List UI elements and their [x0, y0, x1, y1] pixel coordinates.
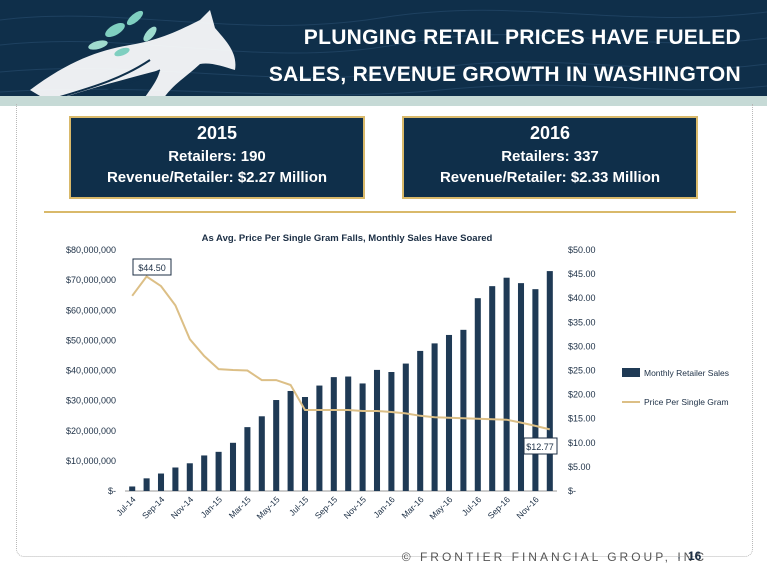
x-tick-label: Sep-15 [313, 494, 340, 521]
y-left-tick-label: $20,000,000 [66, 426, 116, 436]
x-tick-label: Sep-16 [486, 494, 513, 521]
y-left-tick-label: $70,000,000 [66, 275, 116, 285]
annotation-high: $44.50 [132, 258, 172, 276]
year-box-2015: 2015 Retailers: 190 Revenue/Retailer: $2… [69, 116, 365, 199]
sales-bar [517, 283, 525, 491]
year-label: 2016 [529, 123, 571, 143]
horse-logo-icon [30, 10, 236, 104]
divider-rule [44, 211, 736, 213]
year-box-2016: 2016 Retailers: 337 Revenue/Retailer: $2… [402, 116, 698, 199]
footer-separator: · [677, 550, 681, 564]
sales-bar [345, 376, 352, 491]
legend: Monthly Retailer Sales Price Per Single … [622, 368, 729, 407]
x-tick-label: Nov-15 [342, 494, 369, 521]
y-right-tick-label: $20.00 [568, 390, 596, 400]
sales-bar [417, 350, 424, 491]
sales-bar [186, 463, 193, 491]
y-right-tick-label: $5.00 [568, 462, 591, 472]
sales-bar [143, 478, 150, 491]
sales-bar [215, 451, 222, 491]
y-left-tick-label: $50,000,000 [66, 335, 116, 345]
legend-bar-swatch [622, 368, 640, 377]
sales-bar [532, 289, 539, 491]
page-number: 16 [688, 549, 702, 563]
y-right-tick-label: $40.00 [568, 293, 596, 303]
price-series-line [131, 275, 551, 431]
sales-bar [402, 363, 409, 491]
year-label: 2015 [196, 123, 238, 143]
x-tick-label: May-15 [255, 494, 282, 521]
sales-bar [373, 369, 381, 491]
legend-bar-label: Monthly Retailer Sales [644, 368, 729, 378]
sales-bar [460, 329, 467, 491]
sales-bar [359, 383, 366, 491]
revenue-per-retailer: Revenue/Retailer: $2.27 Million [106, 169, 328, 186]
annotation-low: $12.77 [523, 437, 558, 455]
y-right-tick-label: $35.00 [568, 317, 596, 327]
sales-bar [273, 400, 280, 491]
retailers-count: Retailers: 190 [168, 148, 266, 165]
title-line-1: PLUNGING RETAIL PRICES HAVE FUELED [303, 26, 741, 49]
y-right-tick-label: $15.00 [568, 414, 596, 424]
sales-bar [301, 397, 309, 491]
sales-bar [445, 334, 453, 491]
sales-bar [330, 377, 337, 491]
revenue-per-retailer: Revenue/Retailer: $2.33 Million [439, 169, 661, 186]
sales-bar [229, 442, 237, 491]
sales-bar [244, 427, 251, 491]
sales-bar [258, 416, 265, 491]
x-tick-label: May-16 [427, 494, 454, 521]
x-tick-label: Nov-16 [514, 494, 541, 521]
header-banner: PLUNGING RETAIL PRICES HAVE FUELED SALES… [0, 0, 767, 106]
sales-bar [316, 385, 323, 491]
x-tick-label: Jan-15 [199, 494, 225, 520]
sales-bar [503, 277, 510, 491]
sales-bar [546, 271, 553, 491]
y-left-tick-label: $10,000,000 [66, 456, 116, 466]
y-right-tick-label: $- [568, 486, 576, 496]
legend-line-label: Price Per Single Gram [644, 397, 729, 407]
y-left-tick-label: $- [108, 486, 116, 496]
x-tick-label: Jul-14 [114, 494, 138, 518]
y-left-tick-label: $80,000,000 [66, 245, 116, 255]
x-tick-label: Sep-14 [140, 494, 167, 521]
retailers-count: Retailers: 337 [501, 148, 599, 165]
sales-bar [388, 372, 395, 491]
x-tick-label: Jan-16 [371, 494, 397, 520]
annotation-high-label: $44.50 [138, 263, 166, 273]
title-line-2: SALES, REVENUE GROWTH IN WASHINGTON [268, 63, 741, 86]
sales-bar [489, 286, 496, 491]
y-left-tick-label: $30,000,000 [66, 396, 116, 406]
y-right-tick-label: $25.00 [568, 366, 596, 376]
x-tick-label: Nov-14 [169, 494, 196, 521]
y-right-tick-label: $10.00 [568, 438, 596, 448]
footer-company: © FRONTIER FINANCIAL GROUP, INC [401, 550, 707, 564]
x-tick-label: Jul-16 [460, 494, 484, 518]
sales-bar [201, 455, 208, 491]
sales-bar [474, 298, 481, 491]
content-frame [16, 104, 753, 557]
sales-bar [157, 473, 165, 491]
x-tick-label: Mar-15 [227, 494, 253, 520]
sales-bar [129, 486, 136, 491]
sales-bar [172, 467, 179, 491]
x-tick-label: Mar-16 [399, 494, 425, 520]
y-right-tick-label: $50.00 [568, 245, 596, 255]
annotation-low-label: $12.77 [526, 442, 554, 452]
y-right-tick-label: $45.00 [568, 269, 596, 279]
y-left-tick-label: $40,000,000 [66, 366, 116, 376]
sales-bar [287, 390, 294, 491]
y-right-tick-label: $30.00 [568, 341, 596, 351]
y-left-tick-label: $60,000,000 [66, 305, 116, 315]
chart-title: As Avg. Price Per Single Gram Falls, Mon… [202, 233, 493, 244]
header-accent-strip [0, 96, 767, 106]
x-tick-label: Jul-15 [287, 494, 311, 518]
